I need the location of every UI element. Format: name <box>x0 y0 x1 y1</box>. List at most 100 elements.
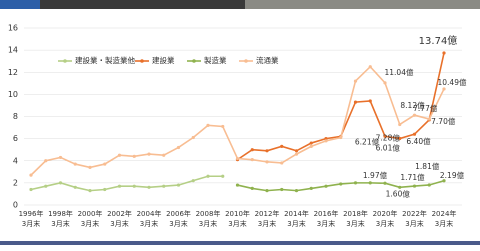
x-tick-label: 2018年 <box>343 209 368 218</box>
point <box>88 189 91 192</box>
x-tick-label: 2024年 <box>432 209 457 218</box>
legend-label: 製造業 <box>204 55 227 65</box>
y-tick-label: 0 <box>13 201 18 210</box>
value-label: 10.49億 <box>438 77 467 87</box>
point <box>221 175 224 178</box>
x-tick-label: 3月末 <box>287 219 305 228</box>
point <box>369 65 372 68</box>
y-tick-label: 8 <box>13 112 18 121</box>
point <box>339 136 342 139</box>
point <box>206 175 209 178</box>
point <box>354 101 357 104</box>
x-tick-label: 2012年 <box>255 209 280 218</box>
point <box>280 161 283 164</box>
point <box>280 188 283 191</box>
x-tick-label: 2020年 <box>373 209 398 218</box>
point <box>118 154 121 157</box>
chart: 02468101214161996年3月末1998年3月末2000年3月末200… <box>0 0 480 247</box>
y-tick-label: 16 <box>8 24 18 33</box>
x-tick-label: 2000年 <box>78 209 103 218</box>
point <box>74 162 77 165</box>
value-label: 13.74億 <box>419 34 458 47</box>
y-tick-label: 2 <box>13 178 18 187</box>
point <box>310 141 313 144</box>
point <box>103 162 106 165</box>
point <box>59 181 62 184</box>
legend-label: 流通業 <box>256 55 279 65</box>
point <box>265 160 268 163</box>
point <box>310 187 313 190</box>
point <box>398 123 401 126</box>
point <box>236 157 239 160</box>
x-tick-label: 2008年 <box>196 209 221 218</box>
point <box>413 133 416 136</box>
x-tick-label: 2004年 <box>137 209 162 218</box>
x-tick-label: 3月末 <box>51 219 69 228</box>
point <box>147 153 150 156</box>
x-tick-label: 3月末 <box>405 219 423 228</box>
legend-marker <box>63 59 67 63</box>
value-label: 6.01億 <box>376 143 401 153</box>
x-tick-label: 3月末 <box>199 219 217 228</box>
top-strip-accent <box>0 0 40 9</box>
y-tick-label: 14 <box>8 46 18 55</box>
point <box>265 149 268 152</box>
point <box>103 188 106 191</box>
point <box>251 187 254 190</box>
point <box>369 181 372 184</box>
point <box>280 145 283 148</box>
point <box>369 99 372 102</box>
point <box>251 148 254 151</box>
legend-marker <box>140 59 144 63</box>
x-tick-label: 1998年 <box>48 209 73 218</box>
point <box>428 183 431 186</box>
value-label: 7.77億 <box>413 103 438 113</box>
point <box>324 139 327 142</box>
x-tick-label: 3月末 <box>110 219 128 228</box>
point <box>339 182 342 185</box>
x-tick-label: 3月末 <box>435 219 453 228</box>
legend-label: 建設業・製造業他 <box>75 55 135 65</box>
value-label: 7.70億 <box>431 116 456 126</box>
point <box>295 189 298 192</box>
x-tick-label: 3月末 <box>169 219 187 228</box>
point <box>442 87 445 90</box>
top-photo <box>245 0 480 9</box>
point <box>354 181 357 184</box>
value-label: 7.28億 <box>376 132 401 142</box>
point <box>383 182 386 185</box>
point <box>74 186 77 189</box>
x-tick-label: 2016年 <box>314 209 339 218</box>
point <box>295 153 298 156</box>
x-tick-label: 2006年 <box>166 209 191 218</box>
point <box>265 189 268 192</box>
x-tick-label: 3月末 <box>346 219 364 228</box>
y-tick-label: 6 <box>13 134 18 143</box>
x-tick-label: 3月末 <box>140 219 158 228</box>
x-tick-label: 2010年 <box>225 209 250 218</box>
point <box>177 146 180 149</box>
point <box>118 185 121 188</box>
point <box>29 174 32 177</box>
point <box>413 114 416 117</box>
point <box>162 154 165 157</box>
point <box>251 158 254 161</box>
point <box>133 155 136 158</box>
value-label: 1.81億 <box>415 161 440 171</box>
point <box>177 183 180 186</box>
point <box>192 136 195 139</box>
point <box>324 185 327 188</box>
legend-marker <box>192 59 196 63</box>
x-tick-label: 3月末 <box>22 219 40 228</box>
x-tick-label: 2014年 <box>284 209 309 218</box>
value-label: 1.97億 <box>363 170 388 180</box>
point <box>295 149 298 152</box>
legend-label: 建設業 <box>152 55 175 65</box>
x-tick-label: 3月末 <box>317 219 335 228</box>
legend-marker <box>244 59 248 63</box>
point <box>310 145 313 148</box>
x-tick-label: 3月末 <box>376 219 394 228</box>
point <box>221 125 224 128</box>
point <box>44 185 47 188</box>
value-label: 2.19億 <box>440 170 465 180</box>
